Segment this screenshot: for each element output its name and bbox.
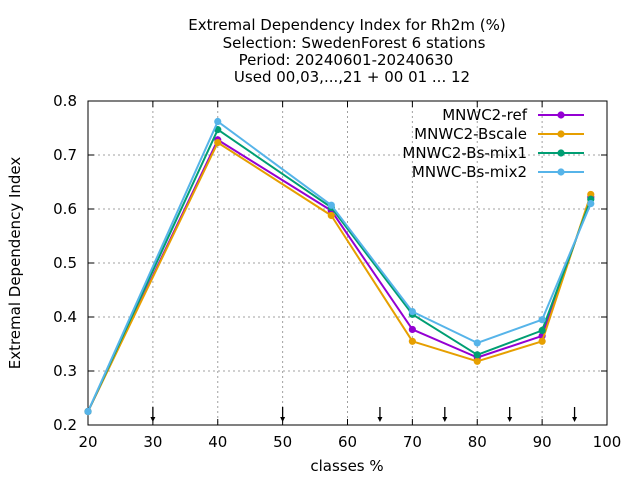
grid [88,101,607,425]
axis-ticks [87,100,608,426]
legend-label: MNWC2-Bscale [414,125,527,143]
y-tick-labels: 0.2 0.3 0.4 0.5 0.6 0.7 0.8 [53,92,77,434]
data-point [84,407,92,416]
x-tick-label: 50 [273,433,292,451]
data-point [587,200,595,208]
data-point [214,138,222,147]
arrow-mark-head [572,417,578,422]
y-tick-label: 0.8 [53,92,77,110]
title-line-4: Used 00,03,...,21 + 00 01 ... 12 [234,68,470,86]
arrow-marks [150,407,578,422]
y-tick-label: 0.7 [53,146,77,164]
x-tick-label: 80 [468,433,487,451]
legend-label: MNWC2-Bs-mix1 [402,144,527,162]
y-tick-label: 0.3 [53,362,77,380]
y-tick-label: 0.2 [53,416,77,434]
data-point [473,351,481,359]
legend-label: MNWC-Bs-mix2 [412,163,527,181]
x-tick-label: 60 [338,433,357,451]
data-point [538,316,546,324]
title-line-3: Period: 20240601-20240630 [239,51,454,69]
legend: MNWC2-refMNWC2-BscaleMNWC2-Bs-mix1MNWC-B… [402,106,584,181]
x-tick-label: 20 [78,433,97,451]
data-point [538,326,546,335]
legend-marker [557,168,565,176]
x-axis-label: classes % [310,457,383,475]
data-point [214,117,222,126]
legend-marker [557,149,565,157]
data-point [408,325,416,334]
legend-marker [557,111,565,119]
x-tick-label: 30 [143,433,162,451]
arrow-mark-head [377,417,383,422]
x-tick-label: 70 [403,433,422,451]
arrow-mark-head [442,417,448,422]
y-tick-label: 0.4 [53,308,77,326]
x-tick-label: 100 [593,433,622,451]
data-point [408,337,416,345]
title-line-1: Extremal Dependency Index for Rh2m (%) [188,16,506,34]
data-point [408,308,416,316]
y-tick-label: 0.6 [53,200,77,218]
title-line-2: Selection: SwedenForest 6 stations [223,34,486,52]
data-point [473,339,481,347]
arrow-mark-head [507,417,513,422]
y-axis-label: Extremal Dependency Index [6,157,24,370]
data-point [538,337,546,345]
data-point [327,211,335,220]
x-tick-label: 90 [533,433,552,451]
data-point [327,201,335,209]
data-point [473,357,481,365]
chart-title: Extremal Dependency Index for Rh2m (%) S… [188,16,506,86]
x-tick-labels: 20 30 40 50 60 70 80 90 100 [78,433,621,451]
y-tick-label: 0.5 [53,254,77,272]
series-layer [84,117,595,416]
x-tick-label: 40 [208,433,227,451]
legend-marker [557,130,565,138]
legend-label: MNWC2-ref [442,106,527,124]
